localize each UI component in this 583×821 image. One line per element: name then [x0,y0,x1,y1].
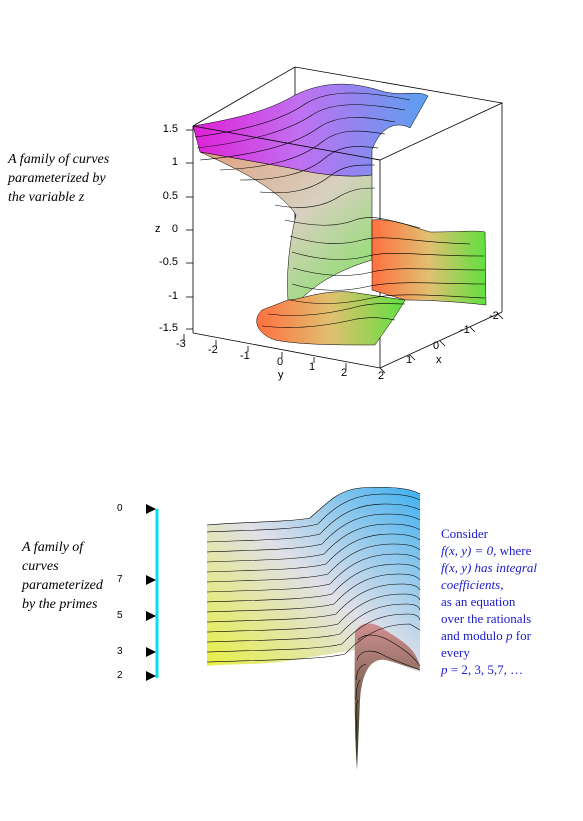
z-tick-label: -0.5 [159,256,178,268]
prime-tick-label: 2 [117,670,123,681]
note-line: p = 2, 3, 5,7, … [441,661,581,678]
note-line: f(x, y) has integral [441,560,538,575]
plot1-caption-line: parameterized by [8,171,106,186]
y-tick-label: -2 [208,344,218,356]
x-tick-label: -1 [460,324,470,336]
z-tick-label: 1.5 [162,123,178,135]
note-line: over the rationals [441,611,532,626]
ribbon-fold [354,623,420,770]
consider-note: Consider f(x, y) = 0, where f(x, y) has … [441,525,581,678]
tick-arrow-2 [146,671,156,681]
note-line: and modulo p for [441,627,581,644]
tick-arrow-7 [146,575,156,585]
surface-right-sheet [371,219,487,306]
x-tick-label: 1 [406,354,413,366]
prime-tick-label: 0 [117,503,123,514]
note-line: every [441,645,470,660]
tick-arrow-5 [146,611,156,621]
tick-arrow-3 [146,647,156,657]
z-axis-label: z [155,223,161,235]
y-tick-label: 1 [309,361,316,373]
plot2-caption-line: parameterized [22,578,103,593]
z-tick-label: 0 [171,223,178,235]
y-tick-label: -1 [240,350,250,362]
plot2-caption-line: A family of [22,540,84,555]
y-tick-label: 0 [277,356,284,368]
note-text: = 2, 3, 5,7, … [447,662,524,677]
y-tick-label: 2 [341,367,348,379]
surface-bottom-sheet [256,291,406,346]
note-text: , where [493,543,532,558]
tick-arrow-0 [146,504,156,514]
note-text: for [512,628,531,643]
note-line: Consider [441,526,488,541]
note-var: p [506,628,513,643]
note-line: f(x, y) = 0, where [441,542,581,559]
plot2-caption-line: by the primes [22,597,98,612]
prime-tick-label: 7 [117,574,123,585]
note-line: as an equation [441,594,516,609]
prime-tick-label: 3 [117,646,123,657]
note-equation: f(x, y) = 0 [441,543,494,558]
z-tick-label: 1 [171,156,178,168]
plot1-caption: A family of curves parameterized by the … [8,150,148,207]
plot2-caption-line: curves [22,559,59,574]
plot2-caption: A family of curves parameterized by the … [22,538,132,614]
prime-axis [146,504,159,681]
note-line: coefficients, [441,577,504,592]
x-tick-label: 0 [433,340,440,352]
z-tick-label: -1.5 [159,322,178,334]
prime-tick-label: 5 [117,610,123,621]
z-tick-label: 0.5 [162,190,178,202]
plot2-surface [206,486,421,770]
x-tick-label: 2 [378,370,385,382]
plot1-surface [192,83,487,346]
z-tick-label: -1 [168,290,178,302]
x-axis-label: x [436,354,442,366]
x-tick-label: -2 [489,310,499,322]
plot1-tick-marks [183,129,504,374]
note-text: and modulo [441,628,506,643]
plot1-caption-line: A family of curves [8,152,110,167]
y-axis-label: y [278,369,284,381]
plot1-caption-line: the variable z [8,190,85,205]
y-tick-label: -3 [176,338,186,350]
note-var: p [441,662,448,677]
